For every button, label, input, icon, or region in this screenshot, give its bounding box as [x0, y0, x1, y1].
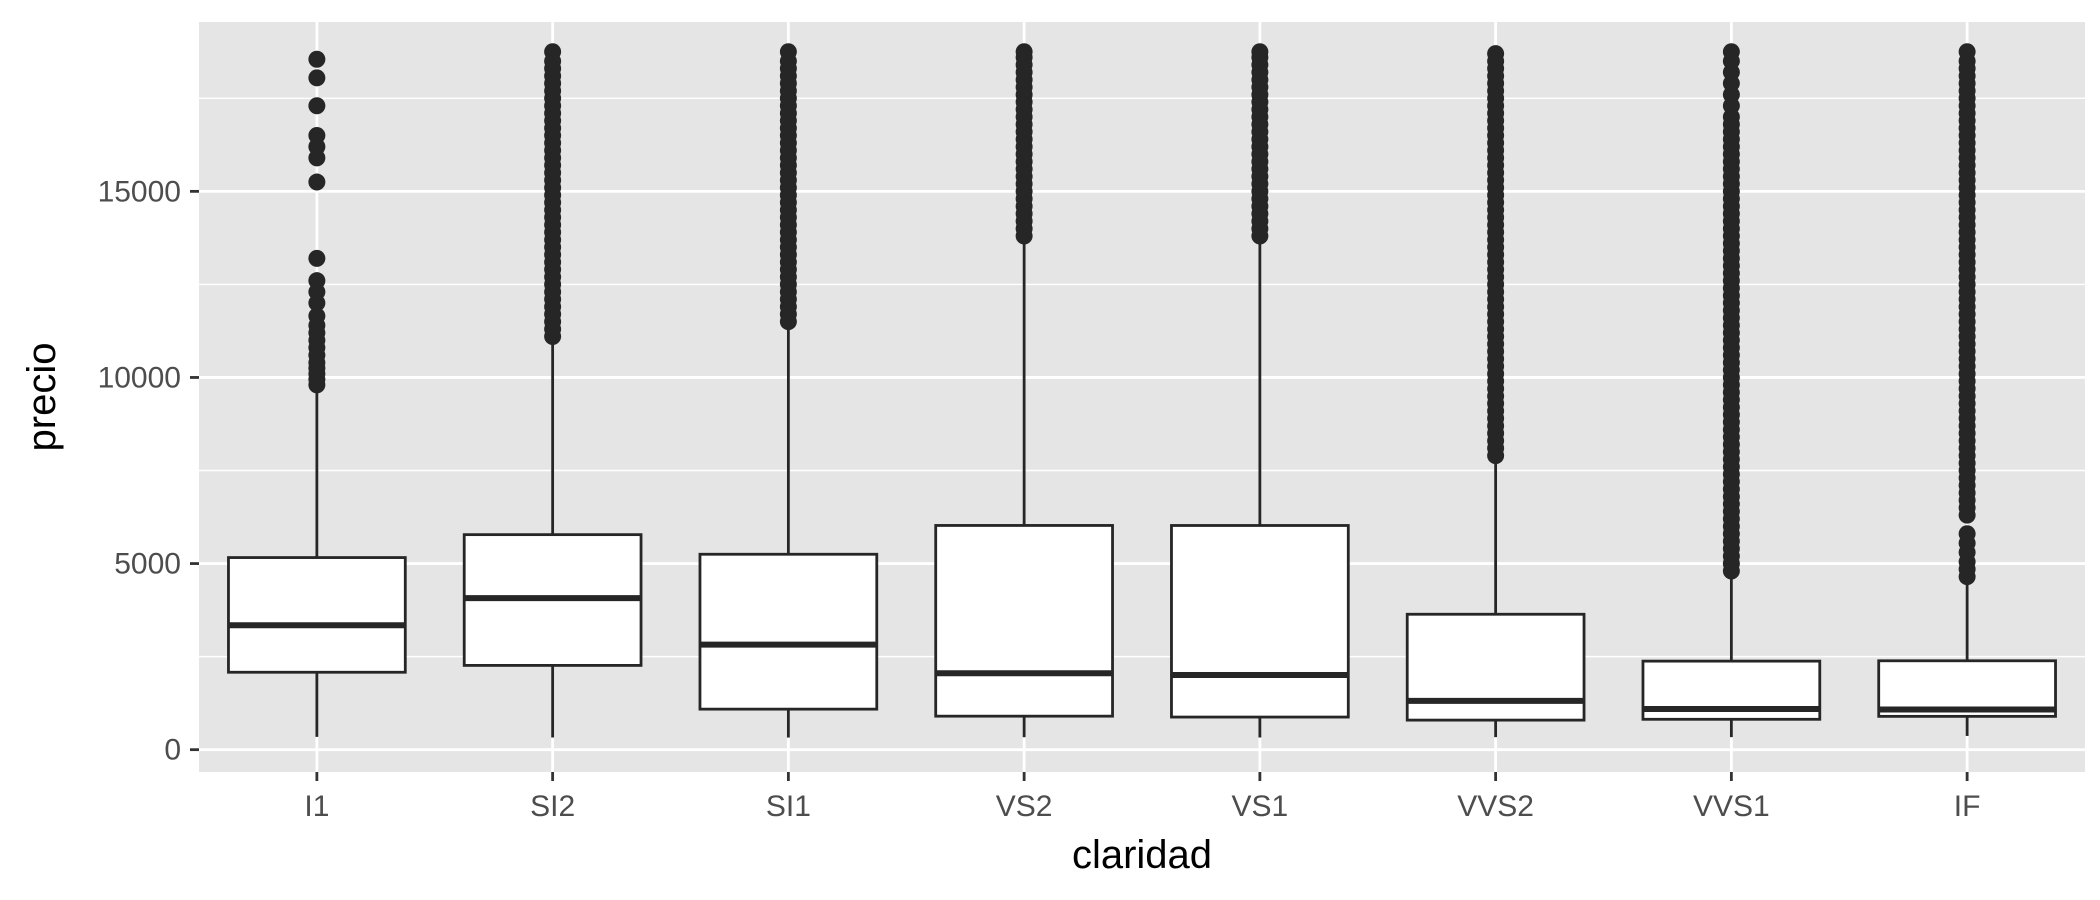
outlier-point [1958, 525, 1976, 543]
box-group-i1 [227, 50, 407, 737]
y-axis-title: precio [20, 343, 64, 452]
box-body [227, 556, 407, 674]
box-group-vs2 [934, 43, 1114, 738]
x-tick-label: SI1 [766, 790, 811, 823]
y-axis: 0 5000 10000 15000 [98, 175, 199, 767]
y-tick-label: 0 [164, 734, 181, 767]
box-body [1405, 612, 1586, 722]
outlier-point [1487, 45, 1505, 63]
outlier-point [308, 249, 326, 267]
outlier-point [308, 97, 326, 115]
x-tick-label: VVS2 [1457, 790, 1534, 823]
outlier-point [308, 127, 326, 145]
outlier-point [1722, 43, 1740, 61]
y-tick-label: 5000 [114, 548, 181, 581]
x-axis: I1 SI2 SI1 VS2 VS1 VVS2 VVS1 IF [304, 772, 1980, 823]
box-group-si2 [462, 43, 643, 738]
outlier-point [1958, 43, 1976, 61]
box-group-si1 [698, 43, 879, 738]
outlier-point [308, 173, 326, 191]
outlier-point [779, 43, 797, 61]
box-group-vs1 [1170, 43, 1350, 738]
x-tick-label: VS2 [996, 790, 1053, 823]
box-body [698, 552, 879, 711]
y-tick-label: 10000 [98, 361, 181, 394]
x-axis-title: claridad [1072, 833, 1212, 877]
x-tick-label: IF [1954, 790, 1981, 823]
outlier-point [308, 272, 326, 290]
box-series [227, 43, 2057, 738]
x-tick-label: I1 [304, 790, 329, 823]
outlier-point [308, 307, 326, 325]
outlier-point [1015, 43, 1033, 61]
outlier-point [544, 43, 562, 61]
outlier-point [308, 50, 326, 68]
outlier-point [1251, 43, 1269, 61]
outlier-point [308, 69, 326, 87]
x-tick-label: VS1 [1232, 790, 1289, 823]
box-group-vvs1 [1641, 43, 1822, 738]
x-tick-label: SI2 [530, 790, 575, 823]
y-tick-label: 15000 [98, 175, 181, 208]
box-group-vvs2 [1405, 45, 1586, 738]
box-body [1170, 524, 1350, 719]
box-body [934, 524, 1114, 718]
box-group-if [1877, 43, 2057, 736]
x-tick-label: VVS1 [1693, 790, 1770, 823]
